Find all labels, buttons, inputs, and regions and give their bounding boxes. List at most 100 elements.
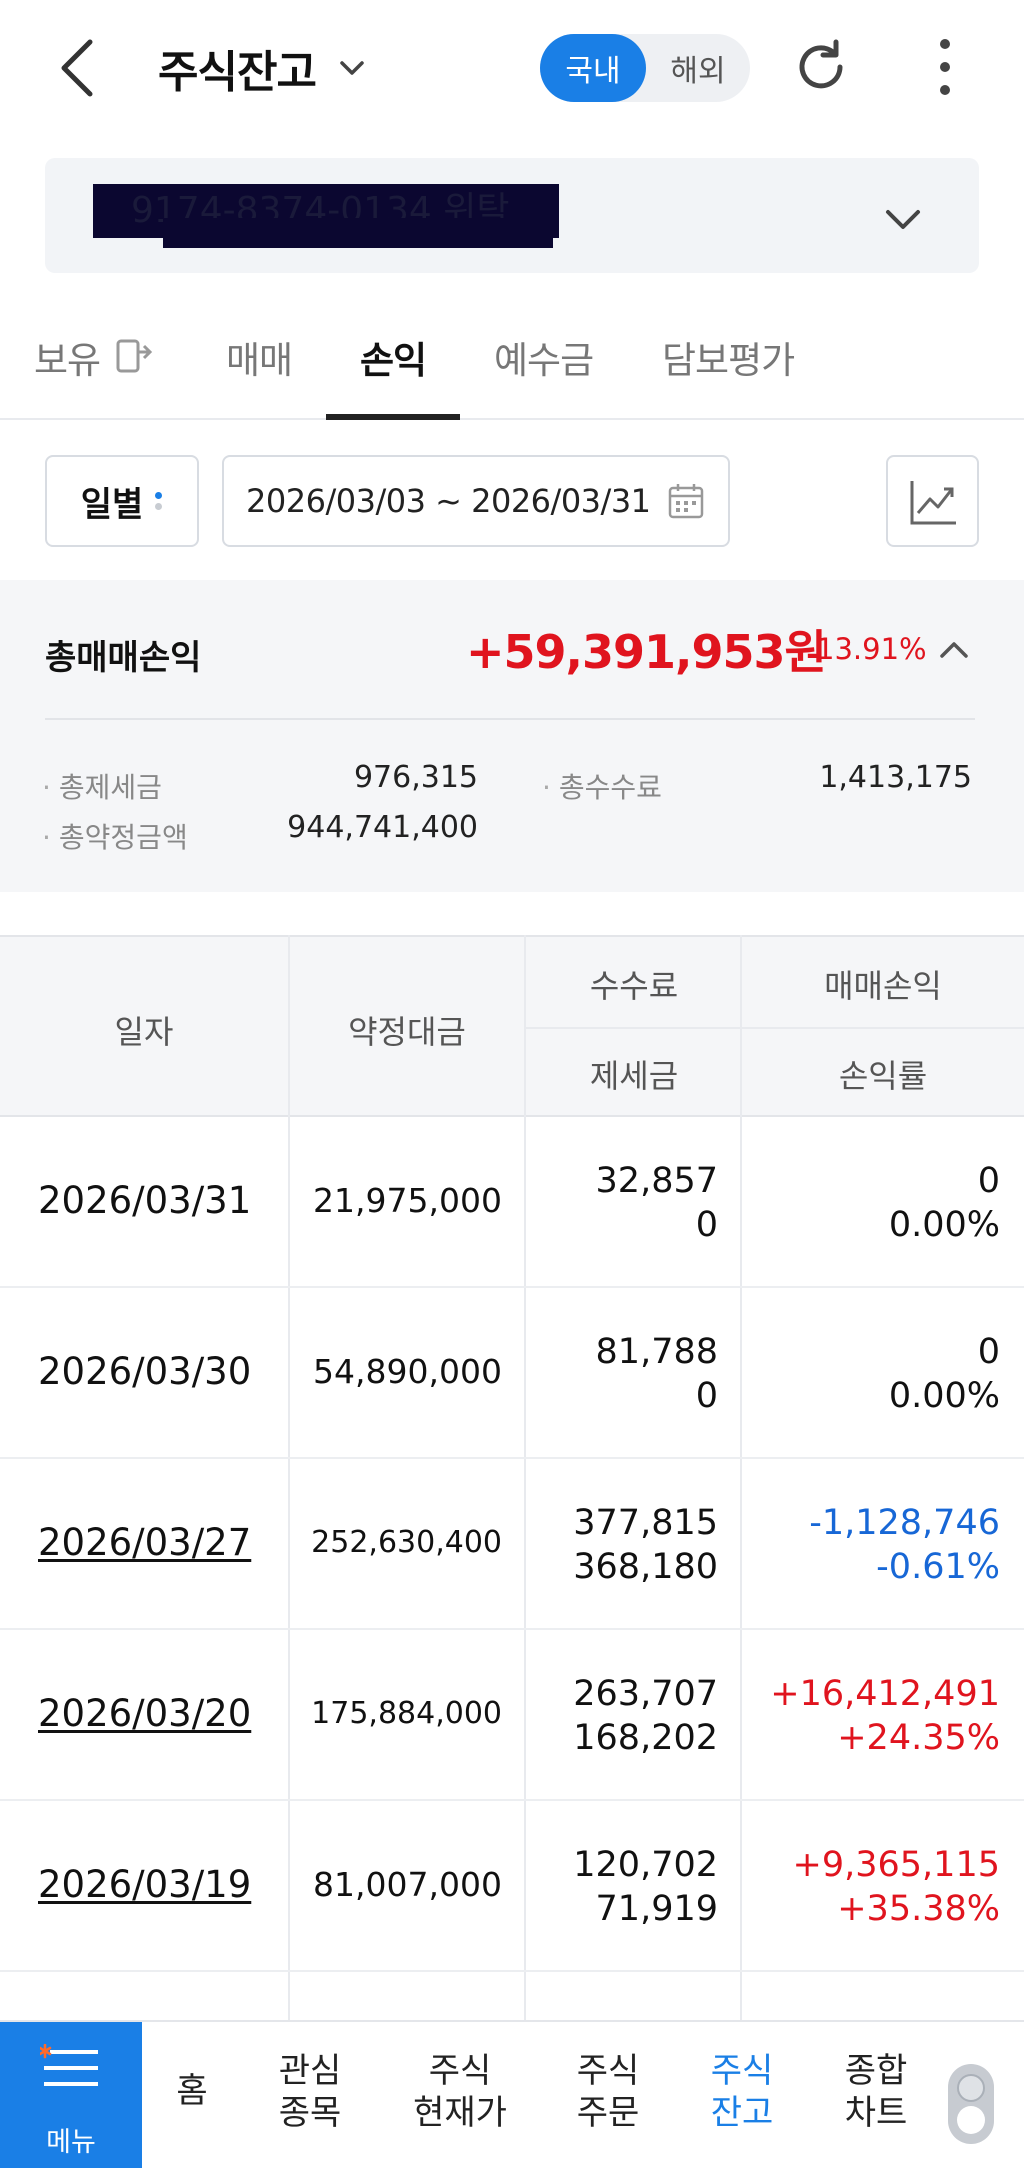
row-pl-rate: -1,128,746 -0.61%: [809, 1501, 1000, 1589]
tab-collateral[interactable]: 담보평가: [662, 339, 795, 382]
row-rate: 0.00%: [888, 1205, 1000, 1245]
row-pl-rate: +16,412,491 +24.35%: [770, 1672, 1000, 1760]
chevron-left-icon: [61, 39, 93, 97]
tab-profit-loss[interactable]: 손익: [360, 339, 427, 382]
total-tax-value: 976,315: [353, 760, 478, 795]
nav-label-line2: 종목: [278, 2093, 342, 2133]
chevron-up-icon[interactable]: [938, 636, 970, 664]
row-pl: +9,365,115: [792, 1845, 1000, 1885]
hamburger-menu-icon: [40, 2044, 98, 2086]
nav-scroll-toggle[interactable]: [948, 2064, 994, 2144]
row-pl-rate: 0 0.00%: [889, 1159, 1000, 1247]
toggle-dot-icon: [957, 2106, 985, 2134]
row-fee: 263,707: [573, 1674, 718, 1714]
table-row[interactable]: 2026/03/20 175,884,000 263,707 168,202 +…: [0, 1630, 1024, 1801]
nav-label: 관심: [278, 2051, 342, 2091]
row-fee-tax: 32,857 0: [596, 1159, 718, 1247]
menu-button[interactable]: 메뉴: [0, 2022, 142, 2168]
row-tax: 0: [695, 1376, 718, 1416]
table-row[interactable]: 2026/03/27 252,630,400 377,815 368,180 -…: [0, 1459, 1024, 1630]
app-header: 주식잔고 국내 해외: [0, 0, 1024, 140]
period-label: 일별: [80, 484, 144, 525]
row-tax: 168,202: [573, 1718, 718, 1758]
row-pl: 0: [977, 1332, 1000, 1372]
row-amount: 175,884,000: [311, 1696, 502, 1731]
nav-watchlist[interactable]: 관심 종목: [274, 2050, 346, 2134]
refresh-button[interactable]: [790, 36, 852, 98]
nav-home[interactable]: 홈: [175, 2070, 209, 2112]
date-range-picker[interactable]: 2026/03/03 ~ 2026/03/31: [222, 455, 730, 547]
tab-trades[interactable]: 매매: [226, 339, 293, 382]
row-date-link[interactable]: 2026/03/20: [38, 1692, 252, 1735]
nav-stock-balance[interactable]: 주식 잔고: [706, 2050, 778, 2134]
table-header: 일자 약정대금 수수료 제세금 매매손익 손익률: [0, 935, 1024, 1117]
total-pl-value: +59,391,953원: [466, 625, 827, 679]
market-domestic-option[interactable]: 국내: [540, 34, 646, 102]
header-pl: 매매손익: [824, 967, 942, 1005]
column-divider: [524, 935, 526, 2020]
more-vertical-icon: [940, 39, 950, 95]
row-fee-tax: 377,815 368,180: [573, 1501, 718, 1589]
row-rate: -0.61%: [876, 1547, 1000, 1587]
table-row[interactable]: 2026/03/30 54,890,000 81,788 0 0 0.00%: [0, 1288, 1024, 1459]
header-divider: [526, 1027, 1024, 1029]
bottom-navigation: 메뉴 홈 관심 종목 주식 현재가 주식 주문 주식 잔고 종합 차트: [0, 2020, 1024, 2168]
page-title-dropdown[interactable]: 주식잔고: [158, 36, 368, 100]
menu-label: 메뉴: [46, 2127, 96, 2158]
tab-holdings[interactable]: 보유: [34, 339, 101, 382]
row-date-link[interactable]: 2026/03/19: [38, 1863, 252, 1906]
period-selector[interactable]: 일별: [45, 455, 199, 547]
divider: [45, 718, 975, 720]
column-divider: [740, 935, 742, 2020]
redaction-mark: [163, 218, 553, 248]
nav-stock-order[interactable]: 주식 주문: [572, 2050, 644, 2134]
row-rate: 0.00%: [888, 1376, 1000, 1416]
table-row[interactable]: 2026/03/19 81,007,000 120,702 71,919 +9,…: [0, 1801, 1024, 1972]
market-toggle[interactable]: 국내 해외: [540, 34, 750, 102]
line-chart-icon: [910, 481, 956, 525]
row-fee-tax: 81,788 0: [596, 1330, 718, 1418]
row-fee: 120,702: [573, 1845, 718, 1885]
dots-icon: [155, 488, 163, 514]
nav-stock-price[interactable]: 주식 현재가: [410, 2050, 510, 2134]
row-pl: 0: [977, 1161, 1000, 1201]
page-title: 주식잔고: [158, 47, 317, 98]
chevron-down-icon[interactable]: [880, 200, 926, 240]
total-pl-label: 총매매손익: [45, 638, 202, 678]
toggle-dot-icon: [957, 2074, 985, 2102]
nav-label-line2: 차트: [844, 2093, 908, 2133]
row-fee: 377,815: [573, 1503, 718, 1543]
table-row[interactable]: 2026/03/31 21,975,000 32,857 0 0 0.00%: [0, 1117, 1024, 1288]
nav-chart[interactable]: 종합 차트: [840, 2050, 912, 2134]
row-fee: 32,857: [595, 1161, 718, 1201]
date-range-text: 2026/03/03 ~ 2026/03/31: [246, 482, 651, 520]
row-tax: 0: [695, 1205, 718, 1245]
total-amount-value: 944,741,400: [287, 810, 478, 845]
row-amount: 21,975,000: [313, 1181, 502, 1220]
account-selector[interactable]: 9174-8374-0134 위탁: [45, 158, 979, 273]
tab-deposit[interactable]: 예수금: [494, 339, 594, 382]
row-date-link[interactable]: 2026/03/27: [38, 1521, 252, 1564]
total-amount-label: 총약정금액: [42, 816, 188, 856]
row-date: 2026/03/30: [38, 1350, 252, 1393]
chevron-down-icon: [340, 61, 364, 75]
nav-label-line2: 현재가: [413, 2093, 507, 2133]
row-fee: 81,788: [595, 1332, 718, 1372]
summary-panel: 총매매손익 +59,391,953원 13.91% 총제세금 976,315 총…: [0, 580, 1024, 892]
more-options-button[interactable]: [920, 34, 970, 100]
header-tax: 제세금: [589, 1057, 679, 1095]
row-tax: 71,919: [595, 1889, 718, 1929]
row-fee-tax: 263,707 168,202: [573, 1672, 718, 1760]
header-fee: 수수료: [589, 967, 679, 1005]
row-date: 2026/03/31: [38, 1179, 252, 1222]
header-rate: 손익률: [838, 1057, 928, 1095]
total-fee-label: 총수수료: [542, 766, 662, 806]
row-pl: +16,412,491: [770, 1674, 1000, 1714]
chart-view-button[interactable]: [886, 455, 979, 547]
header-date: 일자: [114, 1013, 174, 1051]
nav-label-line2: 주문: [576, 2093, 640, 2133]
back-button[interactable]: [48, 30, 108, 105]
market-overseas-option[interactable]: 해외: [670, 54, 726, 89]
transfer-icon[interactable]: [116, 338, 154, 374]
row-pl-rate: 0 0.00%: [889, 1330, 1000, 1418]
